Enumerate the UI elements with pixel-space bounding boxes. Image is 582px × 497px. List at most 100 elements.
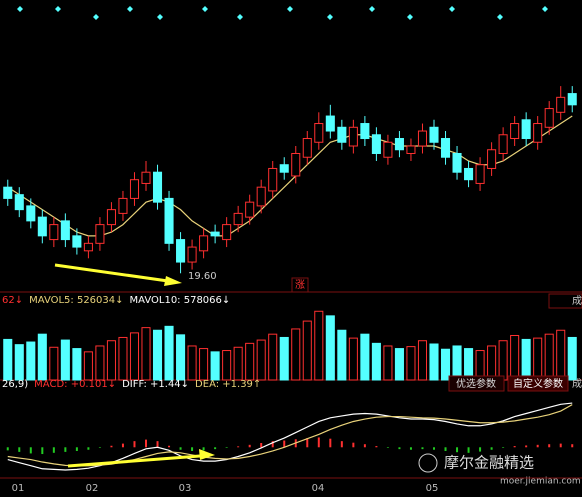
volume-bar [279,336,289,381]
candle-body [498,134,508,154]
volume-bar [60,339,70,381]
candle-body [210,231,220,237]
volume-bar [348,337,358,381]
button-label[interactable]: 自定义参数 [513,377,563,390]
volume-bar [498,340,508,381]
candle-body [83,242,93,252]
volume-bar [233,346,243,381]
candle-body [510,123,520,140]
volume-bar [452,345,462,381]
candle-body [26,205,36,222]
candle-body [176,239,186,263]
volume-bar [406,346,416,381]
candle-body [314,123,324,143]
volume-bar [245,342,255,381]
volume-bar [106,340,116,381]
candle-body [164,197,174,244]
volume-bar [152,329,163,381]
volume-bar [49,346,59,381]
volume-bar [440,348,451,381]
candle-body [72,235,82,248]
badge: 涨 [295,279,305,291]
candle-body [129,179,140,199]
candle-body [406,145,416,154]
volume-bar [521,338,531,381]
button[interactable] [448,375,505,392]
candle-body [106,209,116,226]
candle-body [291,152,301,177]
volume-bar [210,351,220,381]
macd-header: MACD: +0.101↓ [34,379,116,390]
candle-body [452,152,462,173]
candle-body [118,197,128,214]
x-label: 03 [179,483,192,494]
volume-bar [176,334,186,381]
candle-body [475,164,485,184]
volume-bar [268,333,278,381]
candle-body [337,126,347,143]
volume-bar [199,348,209,381]
volume-bar [291,328,301,381]
volume-bar [256,339,266,381]
watermark-url: moer.jiemian.com [500,477,581,487]
volume-header: MAVOL5: 526034↓ [29,295,123,306]
volume-bar [337,329,347,381]
volume-bar [429,343,439,381]
macd-header: 26,9) [2,379,28,390]
candle-body [141,171,151,184]
signal-markers [17,6,548,20]
button[interactable] [507,375,569,392]
volume-bar [314,310,324,381]
macd-header: DIFF: +1.44↓ [122,379,189,390]
candle-body [268,167,278,192]
badge-box [291,277,309,293]
candle-body [521,119,531,140]
candle-body [95,224,105,244]
side-label: 成 [572,378,582,390]
candle-body [556,96,566,113]
candle-body [544,108,554,128]
candle-body [14,194,24,211]
volume-bar [567,336,577,381]
candle-body [152,171,163,203]
candle-body [533,123,543,143]
candle-body [394,138,404,151]
candle-body [302,138,312,158]
side-box [548,293,582,309]
volume-bar [510,334,520,381]
volume-bar [533,337,543,381]
candle-body [187,246,197,263]
volume-bar [464,348,474,381]
dea-line [7,404,573,467]
volume-bar [26,341,36,381]
candle-body [417,130,428,147]
candle-body [487,149,497,169]
volume-bar [394,348,404,381]
candle-body [222,224,232,241]
macd-header: DEA: +1.39↑ [195,379,261,390]
volume-bar [72,348,82,381]
button-label[interactable]: 优选参数 [456,377,496,390]
candle-body [567,93,577,106]
volume-bar [487,345,497,381]
volume-bar [556,329,566,381]
x-label: 05 [426,483,439,494]
watermark-title: 摩尔金融精选 [444,454,534,472]
candle-body [245,201,255,218]
candle-body [429,126,439,143]
volume-bar [14,344,24,381]
volume-bar [129,332,140,381]
volume-header: MAVOL10: 578066↓ [130,295,231,306]
low-label: 19.60 [188,271,217,282]
candle-body [325,115,335,132]
candle-body [37,216,47,237]
volume-bar [383,345,393,381]
candle-body [348,126,358,147]
volume-bar [118,336,128,381]
volume-bar [164,325,174,381]
volume-bar [544,333,554,381]
x-label: 01 [12,483,25,494]
volume-bar [187,345,197,381]
